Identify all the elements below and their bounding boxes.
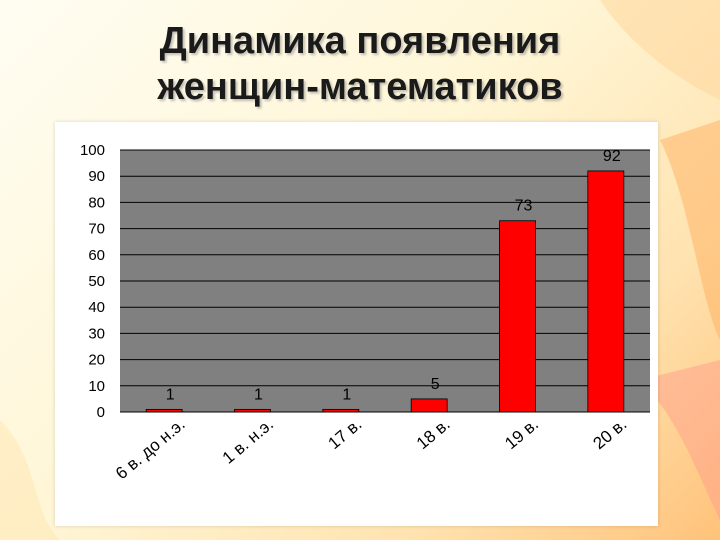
bar [587, 170, 625, 413]
x-tick-label: 19 в. [501, 415, 542, 454]
y-tick-label: 0 [97, 404, 105, 421]
y-tick-label: 40 [88, 299, 105, 316]
y-tick-label: 70 [88, 221, 105, 238]
slide-title-line-2: женщин-математиков [157, 66, 563, 108]
x-tick-label: 6 в. до н.э. [112, 415, 189, 484]
x-tick-label: 18 в. [413, 415, 454, 454]
data-label: 1 [342, 386, 351, 403]
data-label: 1 [254, 386, 263, 403]
y-tick-label: 10 [88, 378, 105, 395]
data-label: 5 [431, 376, 440, 393]
bar [499, 220, 536, 413]
y-tick-label: 100 [80, 142, 105, 159]
slide-title-line-1: Динамика появления [159, 20, 561, 62]
slide-title: Динамика появления женщин-математиков [0, 18, 720, 110]
y-tick-label: 30 [88, 325, 105, 342]
bar [145, 408, 183, 413]
data-label: 1 [166, 386, 175, 403]
data-label: 73 [515, 198, 533, 215]
bar [322, 408, 360, 413]
bar-chart: 0 10 20 30 40 50 60 70 80 90 100 1 1 1 5 73 92 6 в. до н.… [80, 142, 650, 484]
x-tick-label: 17 в. [325, 415, 366, 454]
bar [410, 398, 448, 413]
bar [234, 408, 271, 413]
y-tick-label: 20 [88, 352, 105, 369]
y-tick-label: 60 [88, 247, 105, 264]
y-tick-label: 50 [88, 273, 105, 290]
data-label: 92 [603, 148, 621, 165]
x-tick-label: 20 в. [590, 415, 631, 454]
x-tick-label: 1 в. н.э. [219, 415, 277, 468]
chart-frame: 0 10 20 30 40 50 60 70 80 90 100 1 1 1 5 73 92 6 в. до н.… [55, 122, 658, 526]
y-tick-label: 90 [88, 168, 105, 185]
y-tick-label: 80 [88, 194, 105, 211]
